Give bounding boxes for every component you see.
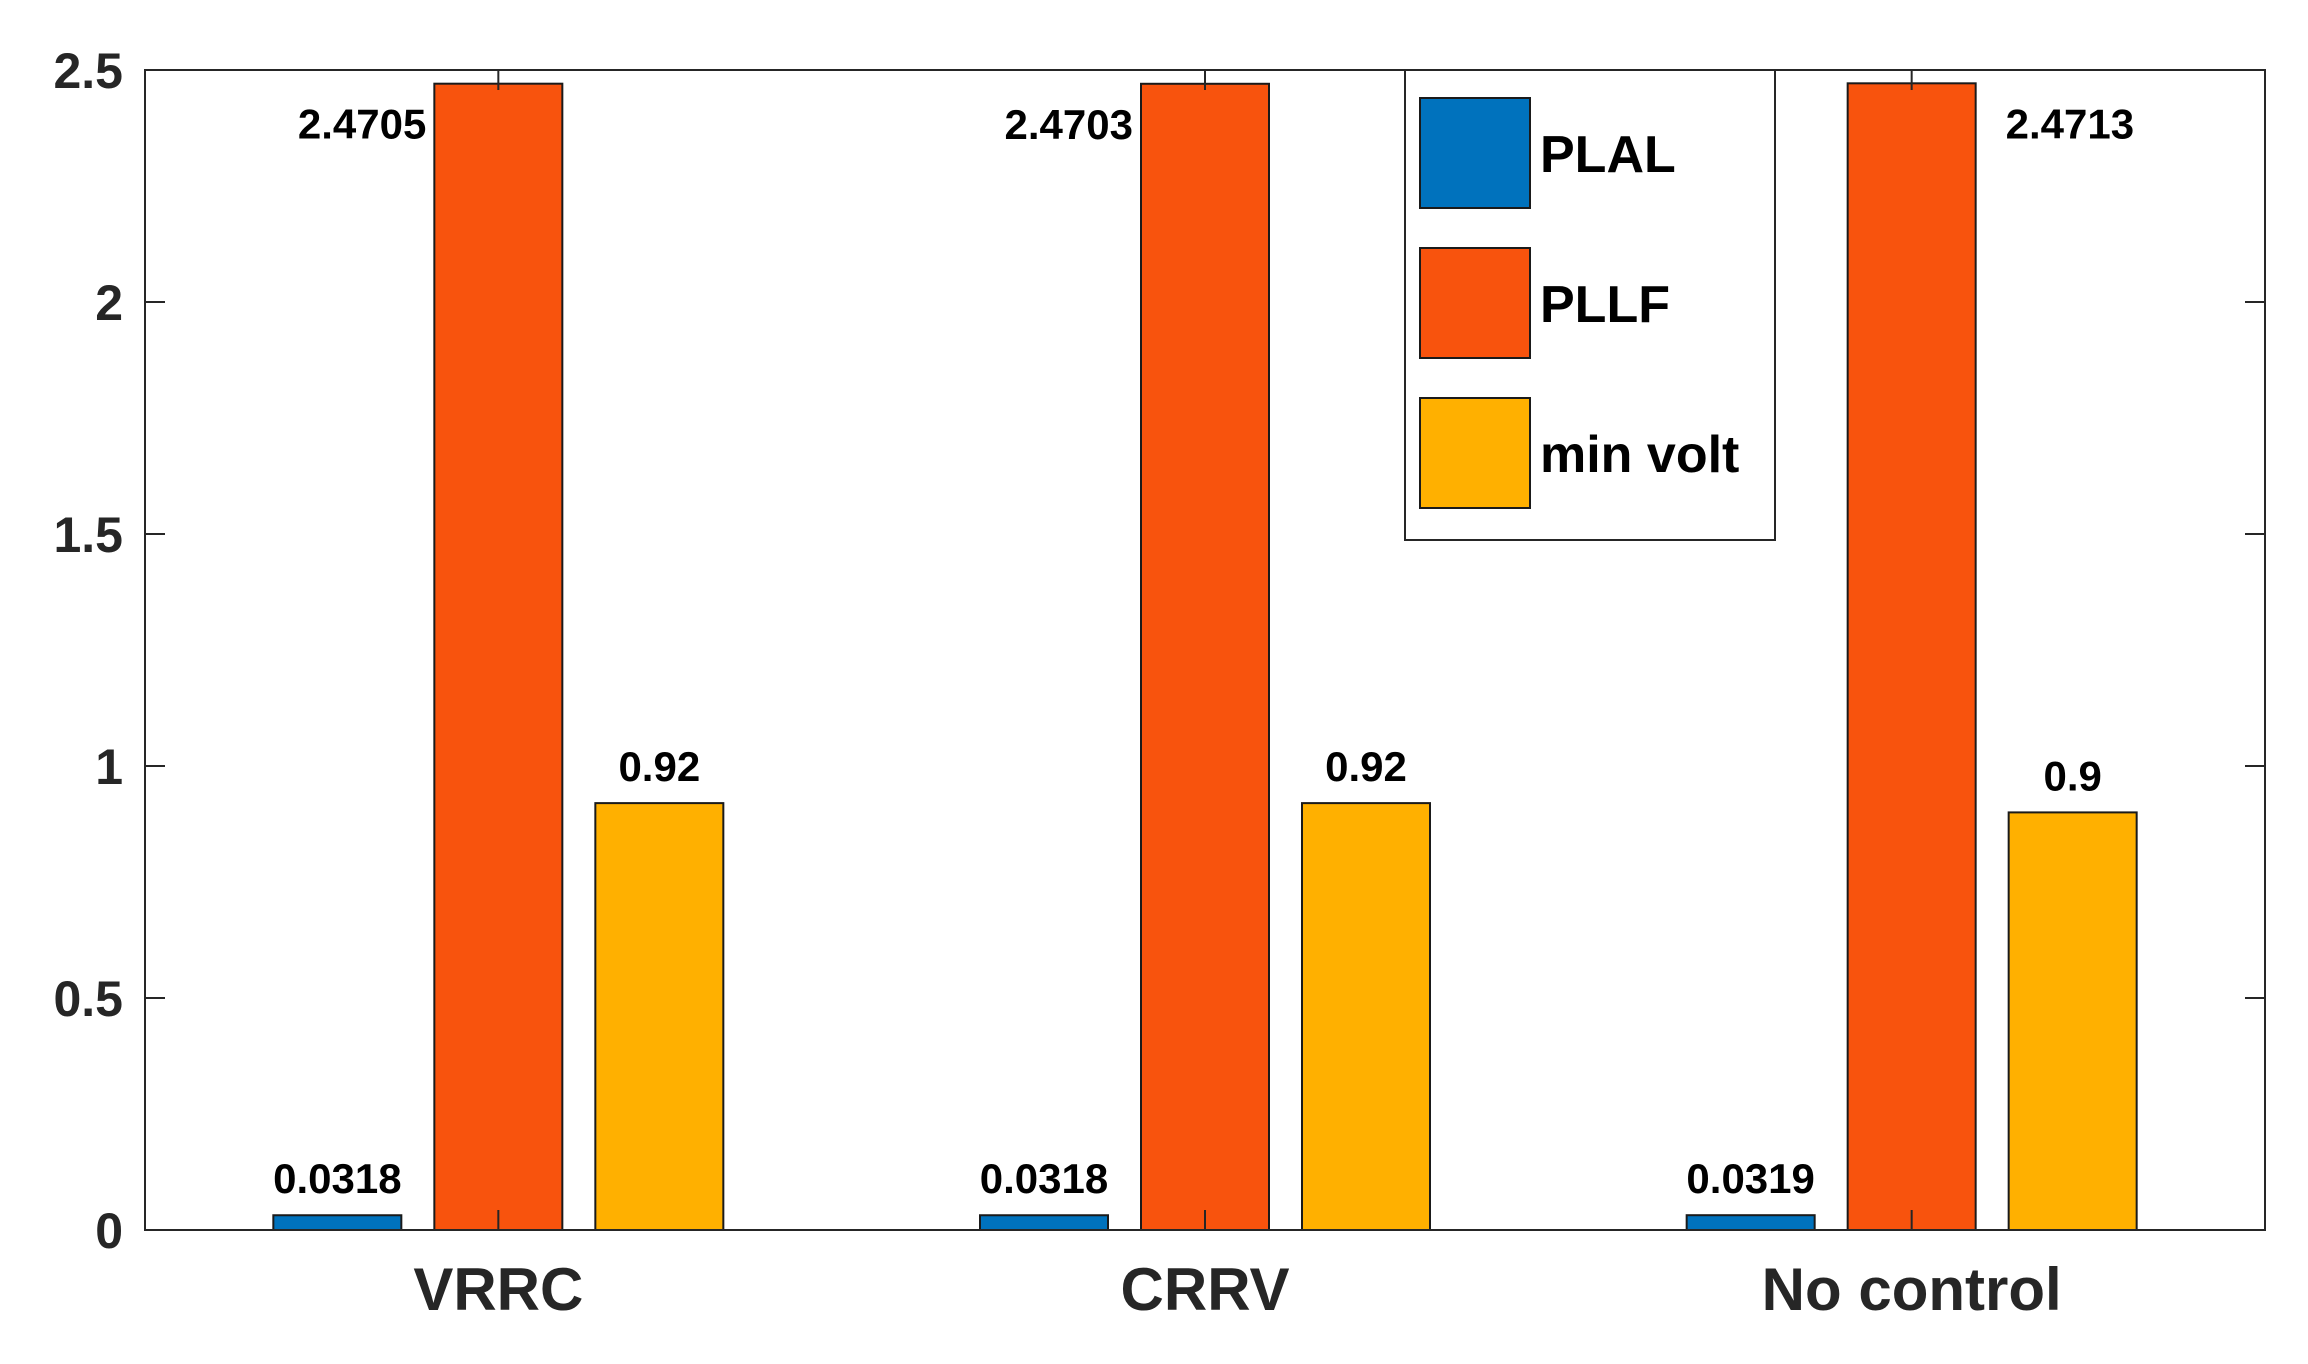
data-label: 0.0318 bbox=[273, 1155, 401, 1202]
bar-min-volt bbox=[2007, 811, 2138, 1232]
data-label: 0.92 bbox=[618, 743, 700, 790]
y-tick-label: 2 bbox=[95, 275, 123, 331]
data-label: 2.4703 bbox=[1005, 101, 1133, 148]
bar-min-volt bbox=[1301, 802, 1431, 1231]
legend: PLAL PLLF min volt bbox=[1404, 69, 1776, 541]
x-category-label: No control bbox=[1762, 1256, 2062, 1323]
x-category-label: VRRC bbox=[413, 1256, 583, 1323]
legend-label: PLAL bbox=[1540, 126, 1676, 184]
data-label: 0.0318 bbox=[980, 1155, 1108, 1202]
bar-plal bbox=[979, 1214, 1109, 1231]
bar-plal bbox=[1685, 1214, 1816, 1231]
bar-min-volt bbox=[594, 802, 725, 1231]
bar-pllf bbox=[1140, 82, 1270, 1232]
legend-swatch-plal bbox=[1419, 97, 1531, 209]
legend-swatch-pllf bbox=[1419, 247, 1531, 359]
data-label: 0.92 bbox=[1325, 743, 1407, 790]
bar-pllf bbox=[1846, 82, 1977, 1232]
legend-swatch-min-volt bbox=[1419, 397, 1531, 509]
y-tick-label: 0.5 bbox=[53, 971, 123, 1027]
data-label: 2.4713 bbox=[2006, 100, 2134, 147]
y-tick-label: 0 bbox=[95, 1203, 123, 1259]
y-tick-label: 2.5 bbox=[53, 43, 123, 99]
data-label: 2.4705 bbox=[298, 101, 426, 148]
bar-pllf bbox=[433, 82, 564, 1232]
data-labels-group: 0.0318 2.4705 0.92 0.0318 2.4703 0.92 0.0319 2.… bbox=[273, 100, 2134, 1202]
legend-label: PLLF bbox=[1540, 276, 1670, 334]
y-tick-label: 1 bbox=[95, 739, 123, 795]
x-category-label: CRRV bbox=[1121, 1256, 1290, 1323]
bar-plal bbox=[272, 1214, 403, 1231]
data-label: 0.9 bbox=[2043, 752, 2101, 799]
data-label: 0.0319 bbox=[1686, 1155, 1814, 1202]
bars-group bbox=[272, 82, 2138, 1232]
y-tick-label: 1.5 bbox=[53, 507, 123, 563]
ticks-group: 0 0.5 1 1.5 2 2.5 VRRC CRRV No control bbox=[53, 43, 2265, 1323]
legend-label: min volt bbox=[1540, 426, 1739, 484]
